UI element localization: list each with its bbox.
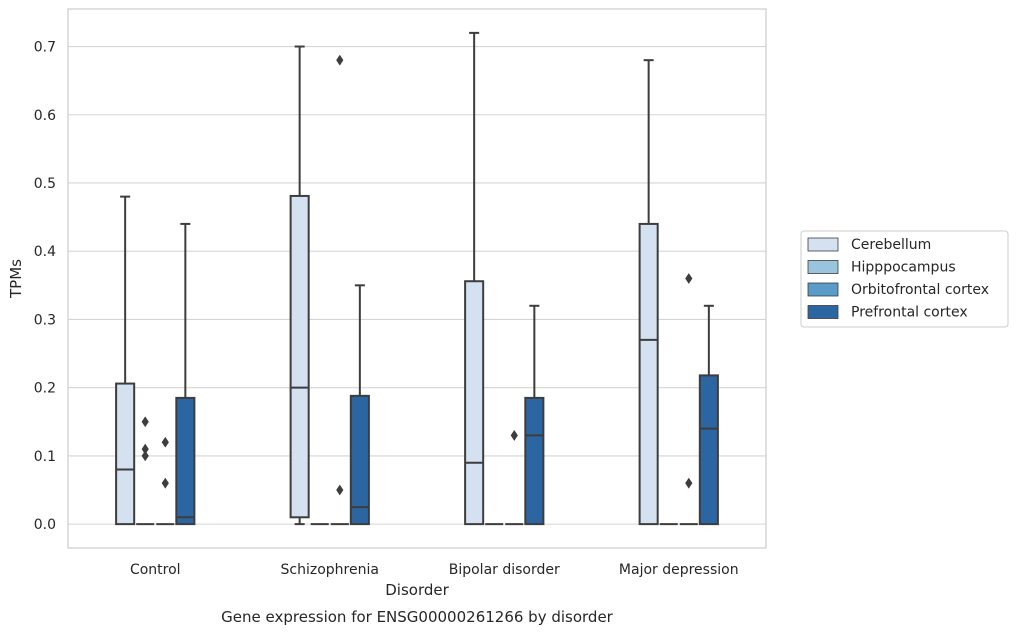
box-groups [115, 31, 719, 526]
box-hipppocampus [136, 416, 155, 526]
y-tick-label: 0.0 [34, 517, 56, 533]
legend-swatch [807, 282, 839, 297]
box-body [349, 394, 370, 526]
outlier-point [336, 484, 344, 496]
box-cerebellum [289, 45, 310, 526]
y-tick-label: 0.3 [34, 312, 56, 328]
legend-item: Prefrontal cortex [807, 305, 968, 321]
y-axis-ticks: 0.0 0.1 0.2 0.3 0.4 0.5 0.6 0.7 [34, 40, 56, 534]
box-body [638, 222, 659, 526]
y-tick-label: 0.2 [34, 381, 56, 397]
outlier-point [161, 477, 169, 489]
box-body [175, 396, 196, 526]
x-axis-label: Disorder [385, 581, 449, 599]
box-cerebellum [464, 31, 485, 526]
legend: Cerebellum Hipppocampus Orbitofrontal cort… [800, 230, 1009, 328]
box-body [464, 280, 485, 526]
outlier-point [141, 450, 149, 462]
legend-label: Cerebellum [851, 237, 931, 253]
legend-swatch [807, 305, 839, 319]
box-orbitofrontal-cortex [156, 436, 175, 526]
legend-item: Orbitofrontal cortex [807, 282, 989, 298]
outlier-point [141, 443, 149, 455]
legend-label: Prefrontal cortex [851, 305, 968, 321]
box-cerebellum [638, 59, 659, 526]
box-body [524, 396, 545, 526]
grid-lines [68, 45, 766, 525]
outlier-point [141, 416, 149, 428]
plot-area-frame [67, 8, 767, 549]
outlier-point [336, 54, 344, 66]
box-prefrontal-cortex [524, 304, 545, 526]
box-body [115, 382, 136, 526]
outlier-point [685, 477, 693, 489]
y-tick-label: 0.1 [34, 449, 56, 465]
figure-caption: Gene expression for ENSG00000261266 by d… [221, 608, 614, 626]
outlier-point [685, 273, 693, 284]
box-orbitofrontal-cortex [505, 430, 524, 526]
legend-label: Hipppocampus [851, 260, 956, 276]
y-tick-label: 0.6 [34, 108, 56, 124]
x-axis-ticks: Control Schizophrenia Bipolar disorder Majo… [130, 562, 739, 578]
y-tick-label: 0.4 [34, 244, 56, 260]
legend-label: Orbitofrontal cortex [851, 282, 989, 298]
legend-swatch [807, 260, 839, 274]
box-prefrontal-cortex [698, 304, 719, 526]
x-tick-label: Major depression [619, 562, 739, 578]
box-prefrontal-cortex [175, 222, 196, 526]
box-orbitofrontal-cortex [679, 273, 698, 526]
legend-frame [800, 230, 1009, 328]
x-tick-label: Schizophrenia [281, 562, 379, 578]
box-body [698, 374, 719, 526]
x-tick-label: Bipolar disorder [449, 562, 560, 578]
box-prefrontal-cortex [349, 284, 370, 526]
legend-item: Hipppocampus [807, 260, 956, 276]
box-cerebellum [115, 195, 136, 526]
legend-swatch [807, 237, 839, 252]
outlier-point [510, 430, 518, 441]
box-body [289, 194, 310, 519]
y-tick-label: 0.7 [34, 40, 56, 56]
y-tick-label: 0.5 [34, 176, 56, 192]
legend-item: Cerebellum [807, 237, 931, 253]
box-orbitofrontal-cortex [330, 54, 349, 526]
y-axis-label: TPMs [7, 259, 25, 299]
x-tick-label: Control [130, 562, 181, 578]
outlier-point [161, 436, 169, 448]
